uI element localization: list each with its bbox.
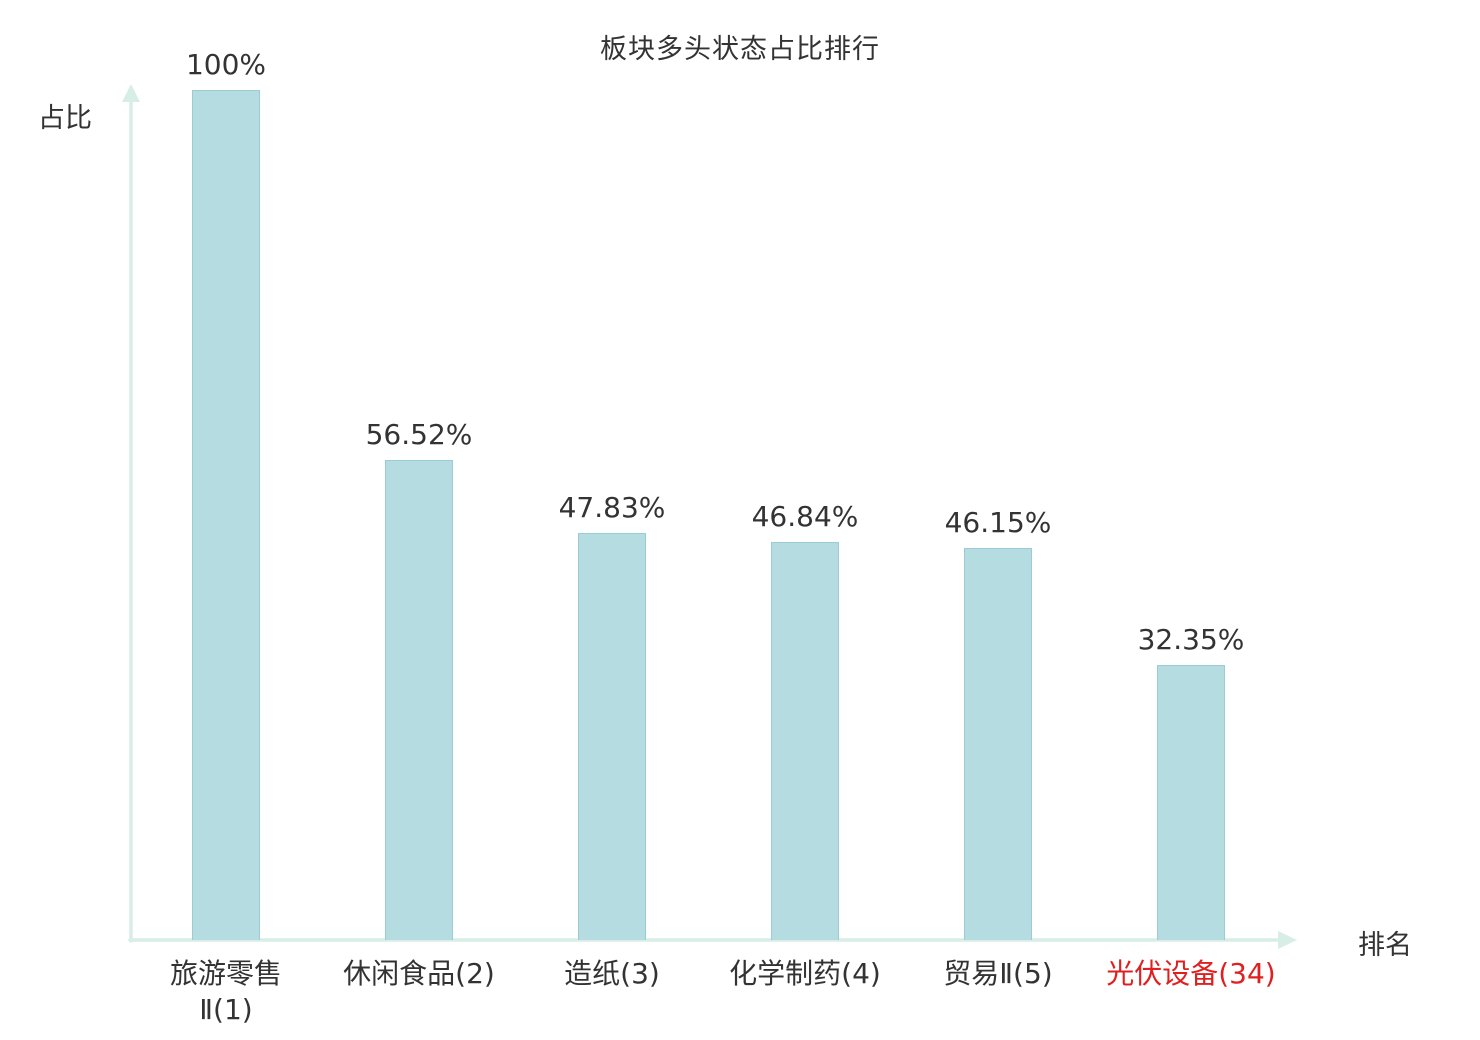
- bar: [578, 533, 646, 940]
- bar: [385, 459, 453, 940]
- y-axis-arrowhead: [122, 84, 140, 102]
- bar-value-label: 46.15%: [944, 505, 1052, 539]
- category-label: 旅游零售 Ⅱ(1): [169, 957, 283, 1027]
- bar-value-label: 47.83%: [558, 491, 666, 525]
- bar-value-label: 56.52%: [365, 417, 473, 451]
- bar-group-5: 46.15%: [913, 506, 1083, 940]
- category-label: 造纸(3): [564, 957, 660, 990]
- bar: [192, 90, 260, 940]
- bar-value-label: 46.84%: [751, 499, 859, 533]
- x-axis-arrowhead: [1278, 931, 1297, 949]
- x-axis-label: 排名: [1358, 930, 1412, 961]
- bar-group-6: 32.35%: [1106, 623, 1276, 940]
- category-label: 贸易Ⅱ(5): [943, 957, 1053, 990]
- bar: [771, 541, 839, 940]
- bar-group-3: 47.83%: [527, 491, 697, 940]
- category-label: 化学制药(4): [729, 957, 881, 990]
- bar-value-label: 32.35%: [1137, 623, 1245, 657]
- bar: [964, 547, 1032, 940]
- category-labels: 旅游零售 Ⅱ(1) 休闲食品(2) 造纸(3) 化学制药(4) 贸易Ⅱ(5) 光伏设备(34…: [130, 956, 1300, 1040]
- chart-title: 板块多头状态占比排行: [600, 34, 880, 65]
- y-axis-label: 占比: [38, 103, 92, 134]
- bar-group-1: 100%: [141, 48, 311, 940]
- plot-area: 100% 56.52% 47.83% 46.84% 46.15% 32.35%: [130, 48, 1300, 940]
- bar: [1157, 665, 1225, 940]
- bar-value-label: 100%: [185, 48, 267, 81]
- category-label: 光伏设备(34): [1106, 957, 1276, 990]
- bar-group-2: 56.52%: [334, 418, 504, 940]
- bar-group-4: 46.84%: [720, 500, 890, 940]
- category-label: 休闲食品(2): [343, 957, 495, 990]
